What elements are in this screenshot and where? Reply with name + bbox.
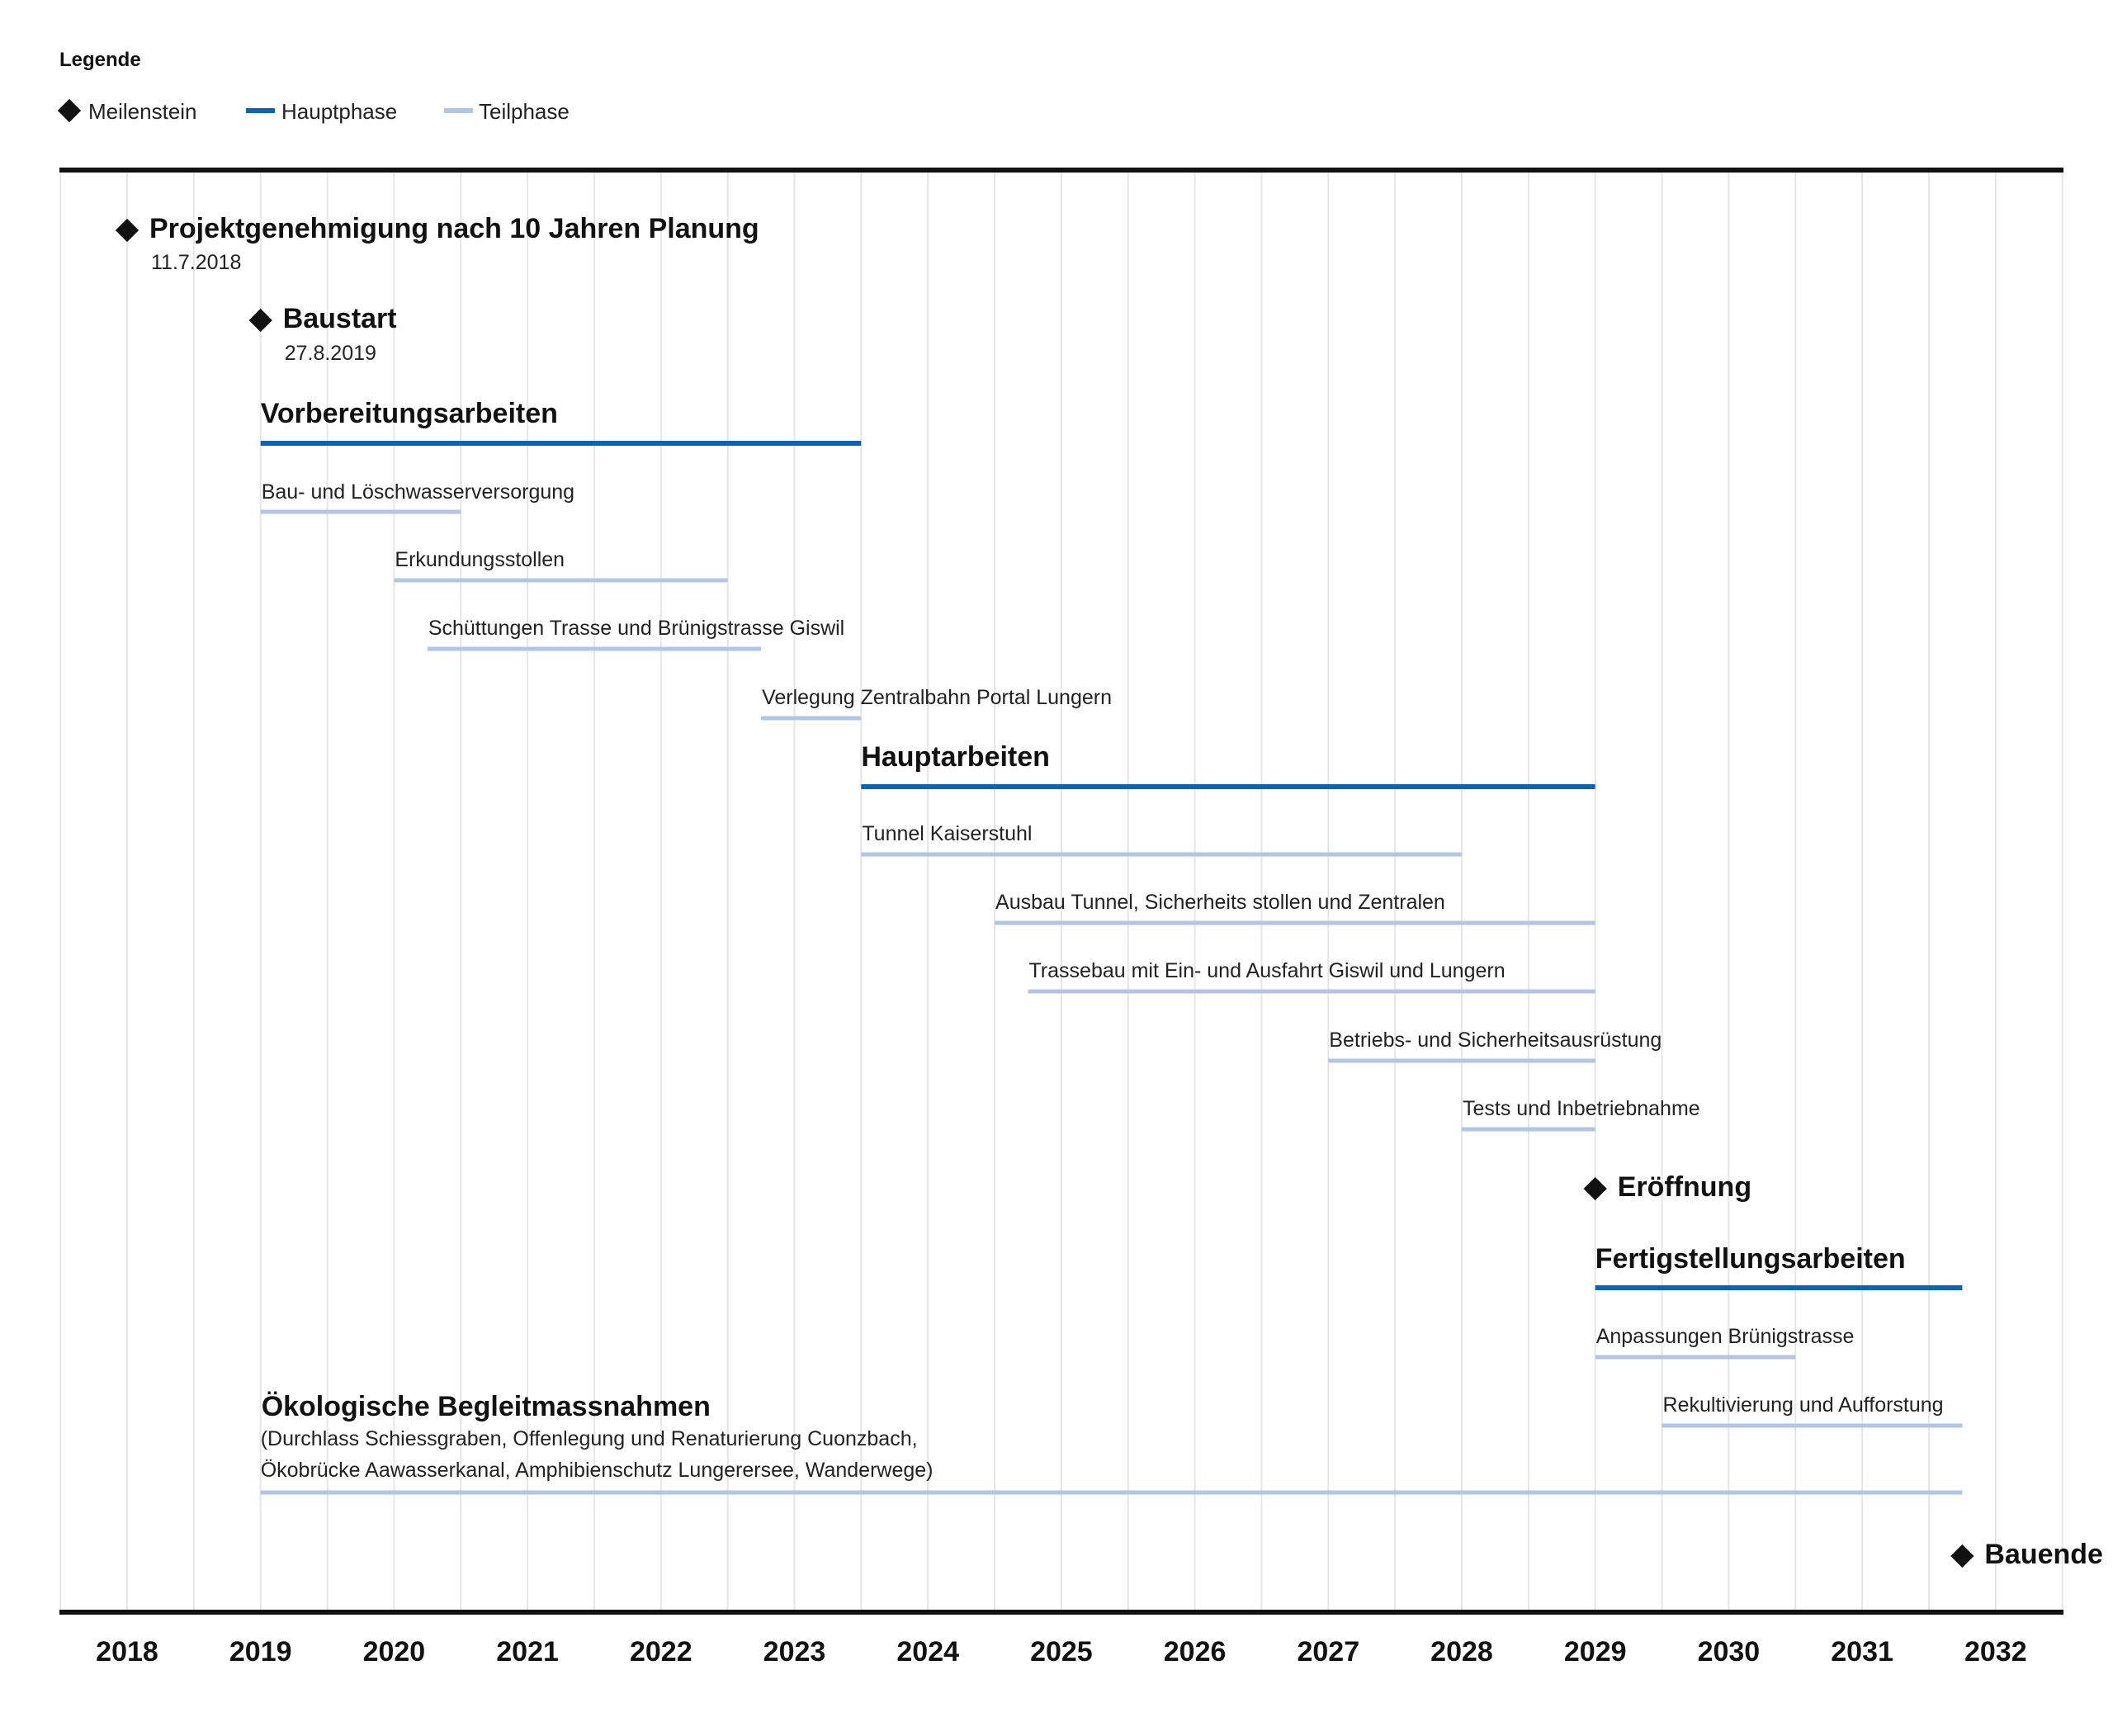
main-row: Fertigstellungsarbeiten [1595, 1243, 1963, 1290]
sub-phase-label: Verlegung Zentralbahn Portal Lungern [762, 686, 1112, 709]
legend-milestone-label: Meilenstein [88, 99, 197, 124]
milestone-diamond [248, 308, 272, 333]
sub-row: Ökologische Begleitmassnahmen (Durchlass … [260, 1391, 1963, 1495]
sub-phase-label: Ökologische Begleitmassnahmen [262, 1391, 711, 1422]
main-phase-label: Hauptarbeiten [861, 741, 1050, 773]
sub-row: Betriebs- und Sicherheitsausrüstung [1328, 1029, 1662, 1063]
milestone-date: 11.7.2018 [151, 251, 241, 274]
sub-phase-label: Rekultivierung und Aufforstung [1663, 1393, 1944, 1417]
x-tick-label: 2027 [1297, 1636, 1359, 1667]
main-row: Hauptarbeiten [861, 741, 1595, 789]
x-tick-label: 2019 [229, 1636, 292, 1667]
legend: Legende Meilenstein Hauptphase Teilphase [57, 49, 570, 124]
x-tick-label: 2025 [1030, 1636, 1093, 1667]
sub-phase-label: Bau- und Löschwasserversorgung [262, 480, 574, 504]
legend-main-phase-label: Hauptphase [281, 99, 397, 124]
sub-phase-label: Tests und Inbetriebnahme [1463, 1097, 1700, 1120]
x-tick-label: 2018 [96, 1636, 158, 1667]
x-tick-label: 2028 [1430, 1636, 1493, 1667]
gantt-rows: Projektgenehmigung nach 10 Jahren Planun… [115, 213, 2103, 1570]
x-tick-label: 2030 [1698, 1636, 1761, 1667]
x-tick-label: 2032 [1964, 1636, 2027, 1667]
x-tick-label: 2021 [496, 1636, 559, 1667]
sub-row: Bau- und Löschwasserversorgung [260, 480, 574, 514]
milestone-label: Projektgenehmigung nach 10 Jahren Planun… [149, 213, 759, 244]
milestone-label: Eröffnung [1618, 1171, 1751, 1203]
grid [59, 170, 2063, 1612]
sub-row: Anpassungen Brünigstrasse [1595, 1325, 1855, 1360]
sub-row: Verlegung Zentralbahn Portal Lungern [761, 686, 1112, 721]
sub-row: Rekultivierung und Aufforstung [1662, 1393, 1963, 1428]
sub-phase-label: Trassebau mit Ein- und Ausfahrt Giswil u… [1028, 959, 1505, 982]
phase-note-line: Ökobrücke Aawasserkanal, Amphibienschutz… [261, 1459, 934, 1482]
sub-phase-label: Ausbau Tunnel, Sicherheits stollen und Z… [995, 891, 1445, 914]
milestone-diamond [115, 218, 139, 243]
milestone-row: Bauende [1950, 1539, 2103, 1570]
x-tick-label: 2020 [363, 1636, 426, 1667]
x-tick-label: 2031 [1831, 1636, 1893, 1667]
main-phase-label: Vorbereitungsarbeiten [261, 398, 558, 429]
legend-title: Legende [59, 49, 141, 71]
sub-phase-label: Schüttungen Trasse und Brünigstrasse Gis… [428, 617, 844, 640]
sub-phase-label: Tunnel Kaiserstuhl [862, 822, 1032, 845]
milestone-label: Bauende [1984, 1539, 2103, 1570]
phase-note-line: (Durchlass Schiessgraben, Offenlegung un… [261, 1427, 918, 1450]
milestone-row: Projektgenehmigung nach 10 Jahren Planun… [115, 213, 759, 274]
milestone-date: 27.8.2019 [285, 342, 376, 365]
x-axis-tick-labels: 2018 2019 2020 2021 2022 2023 2024 2025 2026 2027… [96, 1636, 2026, 1667]
sub-row: Trassebau mit Ein- und Ausfahrt Giswil u… [1028, 959, 1595, 994]
x-tick-label: 2026 [1164, 1636, 1227, 1667]
sub-phase-label: Erkundungsstollen [395, 548, 565, 571]
legend-sub-phase-label: Teilphase [479, 99, 570, 124]
x-tick-label: 2022 [630, 1636, 693, 1667]
legend-milestone-icon [57, 98, 82, 123]
main-row: Vorbereitungsarbeiten [260, 398, 862, 446]
sub-row: Ausbau Tunnel, Sicherheits stollen und Z… [995, 891, 1595, 925]
sub-phase-label: Betriebs- und Sicherheitsausrüstung [1329, 1029, 1662, 1052]
sub-row: Tests und Inbetriebnahme [1462, 1097, 1700, 1132]
milestone-diamond [1950, 1544, 1974, 1568]
x-tick-label: 2024 [896, 1636, 959, 1667]
main-phase-label: Fertigstellungsarbeiten [1595, 1243, 1906, 1275]
milestone-row: Eröffnung [1583, 1171, 1751, 1203]
milestone-row: Baustart 27.8.2019 [248, 303, 397, 365]
x-tick-label: 2023 [763, 1636, 826, 1667]
sub-row: Schüttungen Trasse und Brünigstrasse Gis… [427, 617, 844, 651]
sub-row: Erkundungsstollen [394, 548, 728, 583]
sub-row: Tunnel Kaiserstuhl [861, 822, 1462, 857]
sub-phase-label: Anpassungen Brünigstrasse [1596, 1325, 1855, 1348]
x-tick-label: 2029 [1564, 1636, 1627, 1667]
milestone-diamond [1583, 1176, 1607, 1201]
milestone-label: Baustart [283, 303, 397, 334]
